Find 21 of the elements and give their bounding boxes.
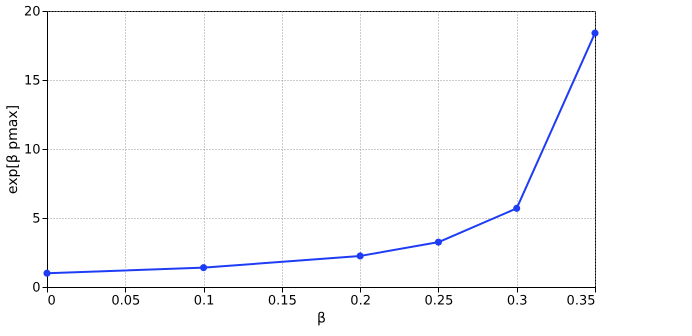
- x-tick-label: 0.25: [424, 294, 454, 308]
- x-tick-label: 0.05: [111, 294, 140, 308]
- y-tick-label: 5: [32, 212, 40, 226]
- x-tick-label: 0.3: [506, 294, 528, 308]
- y-tick-label: 0: [32, 280, 40, 296]
- x-tick-label: 0.35: [566, 294, 596, 308]
- point: [591, 30, 599, 37]
- x-tick-label: 0.2: [350, 294, 371, 308]
- y-tick-label: 15: [24, 74, 40, 88]
- x-tick-label: 0: [48, 294, 56, 308]
- point: [43, 270, 51, 277]
- y-axis-title: exp[β pmax]: [4, 104, 21, 194]
- point: [513, 204, 520, 212]
- y-tick-label: 10: [24, 142, 40, 158]
- x-axis-title: β: [317, 310, 326, 326]
- y-tick-label: 20: [24, 4, 40, 20]
- point: [356, 252, 364, 260]
- x-tick-label: 0.15: [268, 294, 297, 308]
- x-tick-label: 0.1: [194, 294, 214, 308]
- point: [200, 264, 208, 272]
- point: [434, 238, 442, 246]
